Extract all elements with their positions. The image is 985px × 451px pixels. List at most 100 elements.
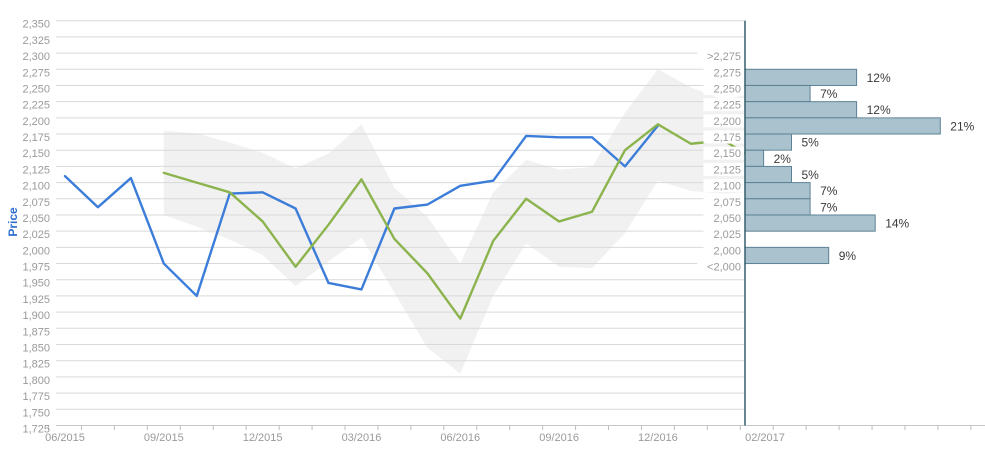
bar-value-label-bg bbox=[797, 134, 821, 150]
y-axis-tick-label: 2,350 bbox=[22, 19, 50, 31]
y-axis-tick-label: 2,300 bbox=[22, 51, 50, 63]
bin-boundary-label: 2,000 bbox=[713, 245, 741, 257]
x-axis-tick-label: 12/2015 bbox=[243, 432, 283, 444]
histogram-bar[interactable] bbox=[744, 133, 792, 151]
bar-value-label: 7% bbox=[820, 87, 838, 101]
bar-value-label-bg bbox=[769, 150, 793, 166]
y-axis-tick-label: 2,150 bbox=[22, 148, 50, 160]
x-axis-forecast-label: 02/2017 bbox=[745, 432, 785, 444]
y-axis-tick-label: 1,750 bbox=[22, 407, 50, 419]
bin-boundary-label: 2,050 bbox=[713, 213, 741, 225]
histogram-bar[interactable] bbox=[744, 246, 830, 265]
bin-label-bg bbox=[703, 114, 744, 128]
bar-value-label: 2% bbox=[774, 152, 792, 166]
x-axis-tick-label: 06/2015 bbox=[45, 432, 85, 444]
y-axis-tick-label: 1,725 bbox=[22, 423, 50, 435]
bar-value-label: 12% bbox=[867, 103, 891, 117]
y-axis-tick-label: 2,325 bbox=[22, 35, 50, 47]
y-axis-tick-label: 2,250 bbox=[22, 83, 50, 95]
bar-value-label: 5% bbox=[802, 168, 820, 182]
bar-value-label: 9% bbox=[839, 249, 857, 263]
x-axis-tick-label: 12/2016 bbox=[638, 432, 678, 444]
bar-value-label: 7% bbox=[820, 200, 838, 214]
bin-boundary-label: 2,200 bbox=[713, 116, 741, 128]
bin-label-bg bbox=[703, 65, 744, 79]
x-axis-tick-label: 03/2016 bbox=[342, 432, 382, 444]
price-history-line[interactable] bbox=[63, 124, 660, 298]
y-axis-tick-label: 2,100 bbox=[22, 181, 50, 193]
bin-boundary-label: <2,000 bbox=[707, 262, 741, 274]
bin-label-bg bbox=[703, 81, 744, 95]
y-axis-tick-label: 2,175 bbox=[22, 132, 50, 144]
bin-boundary-label: 2,100 bbox=[713, 181, 741, 193]
y-axis-tick-label: 2,075 bbox=[22, 197, 50, 209]
bar-value-label-bg bbox=[816, 183, 840, 199]
bin-boundary-label: 2,225 bbox=[713, 100, 741, 112]
bin-label-bg bbox=[703, 195, 744, 209]
y-axis-tick-label: 1,825 bbox=[22, 359, 50, 371]
histogram-bar[interactable] bbox=[744, 101, 858, 119]
bar-value-label: 12% bbox=[867, 71, 891, 85]
bar-value-label: 21% bbox=[950, 119, 974, 133]
histogram-bar[interactable] bbox=[744, 68, 858, 86]
y-axis-tick-label: 1,950 bbox=[22, 278, 50, 290]
bar-value-label: 7% bbox=[820, 184, 838, 198]
histogram-bar[interactable] bbox=[744, 182, 811, 200]
histogram-bar[interactable] bbox=[744, 117, 941, 135]
bin-boundary-label: 2,075 bbox=[713, 197, 741, 209]
bar-value-label-bg bbox=[834, 247, 859, 263]
bin-boundary-label: 2,250 bbox=[713, 83, 741, 95]
bar-value-label-bg bbox=[816, 199, 840, 215]
bin-label-bg bbox=[703, 211, 744, 225]
price-forecast-line[interactable] bbox=[162, 123, 747, 320]
histogram-bar[interactable] bbox=[744, 214, 876, 232]
bar-value-label-bg bbox=[797, 167, 821, 183]
histogram-bar[interactable] bbox=[744, 149, 765, 167]
y-axis-tick-label: 1,875 bbox=[22, 326, 50, 338]
y-axis-tick-label: 2,025 bbox=[22, 229, 50, 241]
y-axis-tick-label: 2,275 bbox=[22, 67, 50, 79]
y-axis-tick-label: 2,050 bbox=[22, 213, 50, 225]
y-axis-tick-label: 1,900 bbox=[22, 310, 50, 322]
y-axis-tick-label: 1,775 bbox=[22, 391, 50, 403]
y-axis-tick-label: 2,225 bbox=[22, 100, 50, 112]
bin-boundary-label: 2,025 bbox=[713, 229, 741, 241]
bin-label-bg bbox=[703, 162, 744, 176]
bin-label-bg bbox=[697, 49, 744, 63]
y-axis-tick-label: 1,975 bbox=[22, 262, 50, 274]
y-axis-tick-label: 2,000 bbox=[22, 245, 50, 257]
bin-label-bg bbox=[703, 179, 744, 193]
bar-value-label: 14% bbox=[885, 217, 909, 231]
y-axis-tick-label: 1,925 bbox=[22, 294, 50, 306]
bar-value-label-bg bbox=[862, 102, 894, 118]
bin-label-bg bbox=[697, 260, 744, 274]
bin-boundary-label: 2,150 bbox=[713, 148, 741, 160]
bin-boundary-label: >2,275 bbox=[707, 51, 741, 63]
bar-value-label-bg bbox=[816, 86, 840, 102]
bin-label-bg bbox=[703, 98, 744, 112]
histogram-bar[interactable] bbox=[744, 198, 811, 216]
bin-boundary-label: 2,125 bbox=[713, 164, 741, 176]
bar-value-label: 5% bbox=[802, 136, 820, 150]
bin-label-bg bbox=[703, 227, 744, 241]
histogram-bar[interactable] bbox=[744, 84, 811, 103]
bin-boundary-label: 2,275 bbox=[713, 67, 741, 79]
histogram-bar[interactable] bbox=[744, 165, 792, 184]
y-axis-tick-label: 1,800 bbox=[22, 375, 50, 387]
bar-value-label-bg bbox=[881, 215, 912, 231]
x-axis-tick-label: 09/2015 bbox=[144, 432, 184, 444]
forecast-uncertainty-band bbox=[163, 69, 745, 374]
x-axis-tick-label: 09/2016 bbox=[539, 432, 579, 444]
x-axis-tick-label: 06/2016 bbox=[440, 432, 480, 444]
bin-label-bg bbox=[703, 146, 744, 160]
bar-value-label-bg bbox=[862, 69, 894, 85]
bin-label-bg bbox=[703, 243, 744, 257]
bin-label-bg bbox=[703, 130, 744, 144]
y-axis-tick-label: 1,850 bbox=[22, 343, 50, 355]
y-axis-tick-label: 2,200 bbox=[22, 116, 50, 128]
bin-boundary-label: 2,175 bbox=[713, 132, 741, 144]
bar-value-label-bg bbox=[946, 118, 977, 134]
y-axis-title: Price bbox=[6, 207, 20, 237]
